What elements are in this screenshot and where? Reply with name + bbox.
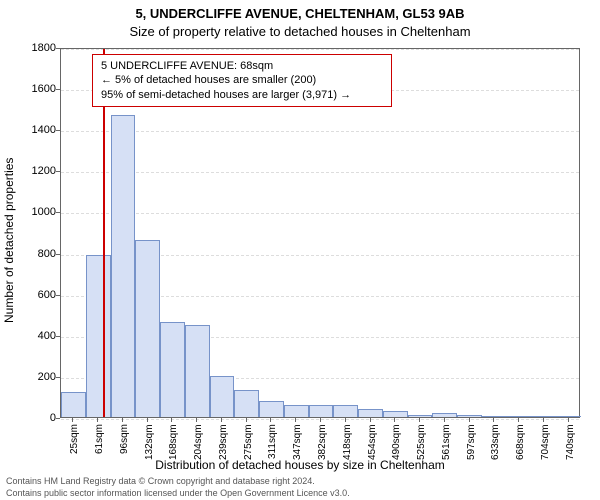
x-tick-mark xyxy=(295,418,296,422)
y-tick-label: 600 xyxy=(16,289,56,301)
gridline xyxy=(61,131,579,132)
x-tick-label: 740sqm xyxy=(565,424,576,460)
x-tick-mark xyxy=(543,418,544,422)
histogram-bar xyxy=(333,405,358,417)
histogram-bar xyxy=(234,390,259,417)
x-tick-label: 382sqm xyxy=(317,424,328,460)
x-tick-label: 239sqm xyxy=(218,424,229,460)
x-tick-label: 668sqm xyxy=(515,424,526,460)
x-tick-mark xyxy=(221,418,222,422)
x-axis-label: Distribution of detached houses by size … xyxy=(0,458,600,472)
y-tick-label: 1200 xyxy=(16,165,56,177)
x-tick-label: 347sqm xyxy=(292,424,303,460)
histogram-bar xyxy=(160,322,185,417)
y-tick-label: 0 xyxy=(16,412,56,424)
histogram-bar xyxy=(259,401,284,417)
y-tick-label: 1400 xyxy=(16,124,56,136)
x-tick-label: 25sqm xyxy=(69,424,80,454)
x-tick-label: 561sqm xyxy=(441,424,452,460)
x-tick-mark xyxy=(72,418,73,422)
x-tick-label: 704sqm xyxy=(540,424,551,460)
callout-line: ← 5% of detached houses are smaller (200… xyxy=(101,73,383,87)
y-axis-label: Number of detached properties xyxy=(2,158,16,323)
y-tick-mark xyxy=(56,336,60,337)
x-tick-mark xyxy=(97,418,98,422)
x-tick-mark xyxy=(568,418,569,422)
x-tick-mark xyxy=(147,418,148,422)
x-tick-label: 204sqm xyxy=(193,424,204,460)
x-tick-label: 275sqm xyxy=(243,424,254,460)
y-tick-mark xyxy=(56,254,60,255)
histogram-bar xyxy=(531,416,556,417)
y-tick-mark xyxy=(56,48,60,49)
histogram-bar xyxy=(457,415,482,417)
x-tick-mark xyxy=(345,418,346,422)
footer-line: Contains public sector information licen… xyxy=(6,488,350,500)
y-tick-mark xyxy=(56,171,60,172)
x-tick-label: 597sqm xyxy=(466,424,477,460)
histogram-bar xyxy=(507,416,532,417)
histogram-bar xyxy=(383,411,408,417)
y-tick-mark xyxy=(56,130,60,131)
x-tick-mark xyxy=(493,418,494,422)
callout-line: 5 UNDERCLIFFE AVENUE: 68sqm xyxy=(101,59,383,73)
histogram-bar xyxy=(556,416,581,417)
y-tick-label: 1600 xyxy=(16,83,56,95)
footer-line: Contains HM Land Registry data © Crown c… xyxy=(6,476,350,488)
x-tick-mark xyxy=(419,418,420,422)
chart-title-line1: 5, UNDERCLIFFE AVENUE, CHELTENHAM, GL53 … xyxy=(0,6,600,21)
x-tick-label: 61sqm xyxy=(94,424,105,454)
histogram-bar xyxy=(408,415,433,417)
x-tick-mark xyxy=(370,418,371,422)
histogram-bar xyxy=(185,325,210,418)
histogram-bar xyxy=(61,392,86,417)
histogram-bar xyxy=(482,416,507,417)
x-tick-label: 490sqm xyxy=(391,424,402,460)
x-tick-mark xyxy=(320,418,321,422)
x-tick-label: 168sqm xyxy=(168,424,179,460)
chart-title-line2: Size of property relative to detached ho… xyxy=(0,24,600,39)
x-tick-mark xyxy=(394,418,395,422)
x-tick-label: 525sqm xyxy=(416,424,427,460)
histogram-bar xyxy=(210,376,235,417)
gridline xyxy=(61,49,579,50)
histogram-bar xyxy=(358,409,383,417)
y-tick-label: 800 xyxy=(16,248,56,260)
callout-box: 5 UNDERCLIFFE AVENUE: 68sqm← 5% of detac… xyxy=(92,54,392,107)
x-tick-mark xyxy=(122,418,123,422)
x-tick-label: 418sqm xyxy=(342,424,353,460)
x-tick-mark xyxy=(246,418,247,422)
y-tick-mark xyxy=(56,212,60,213)
y-tick-label: 1000 xyxy=(16,206,56,218)
histogram-bar xyxy=(135,240,160,417)
histogram-bar xyxy=(284,405,309,417)
x-tick-mark xyxy=(196,418,197,422)
footer-attribution: Contains HM Land Registry data © Crown c… xyxy=(6,476,350,499)
x-tick-label: 454sqm xyxy=(367,424,378,460)
x-tick-label: 633sqm xyxy=(490,424,501,460)
y-tick-mark xyxy=(56,295,60,296)
x-tick-mark xyxy=(171,418,172,422)
gridline xyxy=(61,213,579,214)
x-tick-mark xyxy=(518,418,519,422)
x-tick-mark xyxy=(270,418,271,422)
histogram-bar xyxy=(432,413,457,417)
y-tick-mark xyxy=(56,89,60,90)
y-tick-label: 1800 xyxy=(16,42,56,54)
y-tick-label: 200 xyxy=(16,371,56,383)
x-tick-label: 311sqm xyxy=(267,424,278,459)
x-tick-label: 96sqm xyxy=(119,424,130,454)
chart-container: 5, UNDERCLIFFE AVENUE, CHELTENHAM, GL53 … xyxy=(0,0,600,500)
callout-line: 95% of semi-detached houses are larger (… xyxy=(101,88,383,102)
y-tick-mark xyxy=(56,418,60,419)
x-tick-label: 132sqm xyxy=(144,424,155,460)
y-tick-mark xyxy=(56,377,60,378)
histogram-bar xyxy=(86,255,111,417)
y-tick-label: 400 xyxy=(16,330,56,342)
gridline xyxy=(61,172,579,173)
histogram-bar xyxy=(111,115,136,417)
x-tick-mark xyxy=(469,418,470,422)
histogram-bar xyxy=(309,405,334,417)
x-tick-mark xyxy=(444,418,445,422)
